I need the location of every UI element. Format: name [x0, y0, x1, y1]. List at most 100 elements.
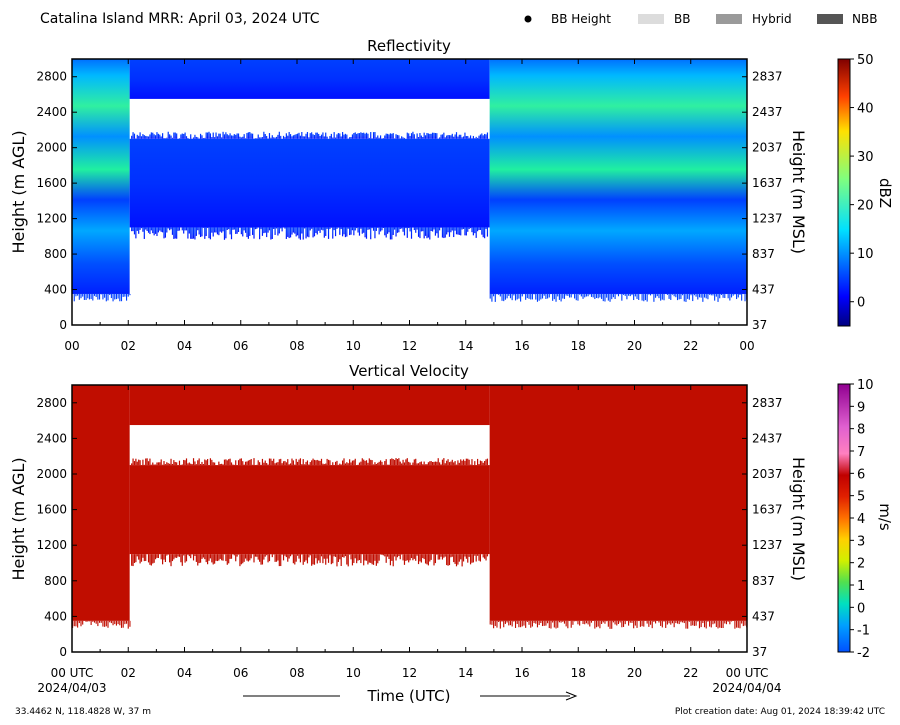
echo-layer-fringe [288, 227, 290, 239]
echo-layer-fringe [208, 554, 210, 561]
echo-gap-fringe [481, 461, 483, 466]
echo-base-fringe [590, 293, 593, 297]
echo-layer-fringe [298, 554, 300, 559]
echo-gap-fringe [375, 137, 377, 139]
echo-gap-fringe [143, 135, 145, 139]
echo-layer-fringe [142, 554, 144, 558]
echo-gap-fringe [221, 137, 223, 139]
echo-base-fringe [80, 620, 82, 627]
echo-gap-fringe [406, 458, 408, 466]
colorbar-tick-label: 7 [857, 445, 865, 460]
echo-gap-fringe [384, 135, 386, 139]
echo-gap-fringe [195, 464, 197, 466]
echo-base-fringe [516, 620, 518, 624]
echo-gap-fringe [336, 134, 338, 139]
echo-layer-fringe [392, 227, 394, 235]
echo-layer-fringe [192, 227, 195, 239]
echo-layer-fringe [396, 227, 399, 233]
echo-gap-fringe [486, 458, 489, 466]
echo-gap-fringe [268, 458, 271, 466]
echo-lower-layer-1 [129, 465, 490, 555]
echo-layer-fringe [243, 554, 245, 562]
echo-base-fringe [525, 620, 527, 628]
echo-layer-fringe [374, 227, 376, 239]
bb-legend: BB Height BB Hybrid NBB [524, 12, 877, 26]
echo-layer-fringe [235, 227, 237, 234]
echo-gap-fringe [236, 133, 238, 139]
echo-layer-fringe [475, 227, 477, 238]
echo-gap-fringe [364, 133, 366, 139]
echo-base-fringe [617, 293, 620, 297]
echo-gap-fringe [284, 460, 286, 466]
legend-label-bb-height: BB Height [551, 12, 611, 26]
echo-layer-fringe [244, 554, 247, 559]
echo-gap-fringe [305, 461, 307, 466]
echo-layer-fringe [479, 554, 482, 562]
echo-base-fringe [82, 620, 84, 625]
echo-layer-fringe [277, 554, 279, 561]
echo-gap-fringe [371, 460, 373, 466]
echo-gap-fringe [472, 135, 474, 139]
echo-layer-fringe [222, 227, 224, 232]
echo-base-fringe [671, 620, 674, 624]
echo-gap-fringe [477, 137, 479, 139]
echo-gap-fringe [205, 132, 207, 139]
echo-layer-fringe [468, 227, 470, 230]
echo-gap-fringe [199, 464, 202, 466]
echo-layer-fringe [146, 227, 148, 231]
echo-base-fringe [560, 620, 562, 623]
echo-gap-fringe [423, 461, 425, 466]
echo-gap-fringe [153, 134, 155, 139]
echo-gap-fringe [170, 458, 172, 466]
echo-base-fringe [553, 620, 555, 628]
echo-gap-fringe [176, 462, 178, 466]
echo-base-fringe [100, 620, 102, 623]
echo-base-fringe [715, 620, 717, 628]
echo-gap-fringe [214, 137, 216, 139]
legend-swatch-bb [638, 14, 664, 24]
echo-gap-fringe [194, 461, 196, 466]
echo-layer-fringe [294, 554, 296, 565]
echo-gap-fringe [312, 134, 314, 139]
echo-layer-fringe [147, 554, 150, 563]
echo-gap-fringe [169, 134, 171, 139]
echo-layer-fringe [478, 554, 480, 561]
colorbar-tick-label: -2 [857, 646, 870, 661]
echo-layer-fringe [444, 227, 446, 238]
echo-base-fringe [117, 293, 119, 299]
echo-base-fringe [496, 620, 498, 628]
echo-layer-fringe [190, 554, 192, 559]
echo-gap-fringe [289, 134, 292, 139]
y-tick-label: 2800 [36, 70, 67, 84]
echo-base-fringe [526, 293, 528, 299]
y-tick-label: 1600 [36, 176, 67, 190]
echo-base-fringe [514, 293, 517, 301]
echo-gap-fringe [346, 462, 348, 466]
echo-gap-fringe [152, 132, 154, 139]
echo-layer-fringe [409, 227, 411, 232]
echo-layer-fringe [391, 227, 393, 240]
echo-layer-fringe [486, 554, 489, 557]
echo-gap-fringe [403, 137, 406, 139]
echo-layer-fringe [311, 554, 313, 566]
echo-gap-fringe [266, 135, 268, 139]
echo-layer-fringe [240, 227, 242, 235]
echo-layer-fringe [253, 227, 255, 239]
echo-layer-fringe [323, 227, 325, 238]
echo-base-fringe [75, 620, 77, 627]
echo-gap-fringe [207, 459, 209, 466]
echo-base-fringe [692, 293, 694, 302]
echo-layer-fringe [416, 227, 418, 230]
echo-base-fringe [614, 620, 616, 625]
echo-gap-fringe [360, 132, 362, 139]
echo-layer-fringe [455, 227, 458, 235]
echo-base-fringe [105, 620, 107, 627]
echo-layer-fringe [360, 227, 362, 229]
echo-gap-fringe [237, 460, 240, 466]
echo-gap-fringe [240, 137, 242, 139]
echo-base-fringe [536, 293, 539, 302]
echo-gap-fringe [332, 137, 334, 139]
echo-layer-fringe [384, 554, 386, 557]
echo-layer-fringe [305, 554, 307, 561]
echo-base-fringe [562, 293, 564, 299]
